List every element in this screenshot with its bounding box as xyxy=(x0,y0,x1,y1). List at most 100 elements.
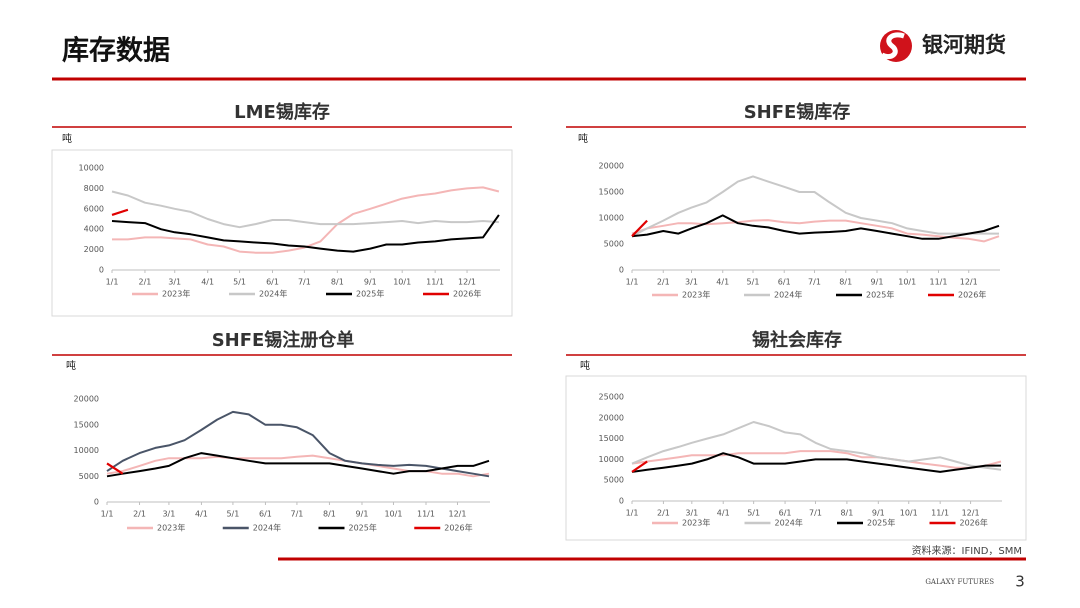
series-line xyxy=(631,214,1000,240)
x-tick-label: 11/1 xyxy=(426,278,444,287)
x-tick-label: 4/1 xyxy=(201,278,214,287)
x-tick-label: 4/1 xyxy=(195,510,208,519)
y-tick-label: 15000 xyxy=(74,420,99,429)
x-tick-label: 3/1 xyxy=(168,278,181,287)
x-tick-label: 12/1 xyxy=(962,509,980,518)
x-tick-label: 3/1 xyxy=(685,278,698,287)
series-line xyxy=(631,460,648,473)
x-tick-label: 9/1 xyxy=(871,278,884,287)
series-line xyxy=(111,190,499,229)
x-tick-label: 8/1 xyxy=(323,510,336,519)
x-tick-label: 8/1 xyxy=(331,278,344,287)
legend-label: 2025年 xyxy=(356,289,384,299)
x-tick-label: 2/1 xyxy=(657,509,670,518)
legend-label: 2024年 xyxy=(253,523,281,533)
y-tick-label: 15000 xyxy=(599,434,624,443)
legend-label: 2025年 xyxy=(866,290,894,300)
legend-label: 2023年 xyxy=(682,518,710,528)
y-tick-label: 25000 xyxy=(599,393,624,402)
unit-label: 吨 xyxy=(578,132,588,145)
series-line xyxy=(111,214,500,253)
brand: GALAXY FUTURES xyxy=(925,578,994,586)
y-tick-label: 5000 xyxy=(604,240,624,249)
x-tick-label: 6/1 xyxy=(259,510,272,519)
unit-label: 吨 xyxy=(66,359,76,372)
x-tick-label: 1/1 xyxy=(106,278,119,287)
y-tick-label: 0 xyxy=(94,498,99,507)
legend-label: 2026年 xyxy=(453,289,481,299)
unit-label: 吨 xyxy=(580,359,590,372)
x-tick-label: 7/1 xyxy=(298,278,311,287)
x-tick-label: 1/1 xyxy=(626,278,639,287)
chart-title: SHFE锡注册仓单 xyxy=(212,329,355,351)
unit-label: 吨 xyxy=(62,132,72,145)
x-tick-label: 2/1 xyxy=(133,510,146,519)
y-tick-label: 20000 xyxy=(599,413,624,422)
x-tick-label: 11/1 xyxy=(417,510,435,519)
x-tick-label: 12/1 xyxy=(960,278,978,287)
chart-title: 锡社会库存 xyxy=(752,329,842,351)
x-tick-label: 9/1 xyxy=(356,510,369,519)
x-tick-label: 9/1 xyxy=(364,278,377,287)
logo-icon xyxy=(880,30,912,62)
x-tick-label: 4/1 xyxy=(716,278,729,287)
panel-border xyxy=(565,375,1027,541)
x-tick-label: 3/1 xyxy=(685,509,698,518)
x-tick-label: 8/1 xyxy=(840,509,853,518)
x-tick-label: 11/1 xyxy=(930,278,948,287)
legend-label: 2026年 xyxy=(958,290,986,300)
x-tick-label: 7/1 xyxy=(809,509,822,518)
y-tick-label: 10000 xyxy=(599,214,624,223)
x-tick-label: 9/1 xyxy=(872,509,885,518)
y-tick-label: 10000 xyxy=(79,164,104,173)
y-tick-label: 8000 xyxy=(84,184,104,193)
legend-label: 2026年 xyxy=(960,518,988,528)
legend-label: 2023年 xyxy=(162,289,190,299)
series-line xyxy=(631,452,1001,473)
y-tick-label: 10000 xyxy=(599,455,624,464)
legend-label: 2026年 xyxy=(444,523,472,533)
x-tick-label: 6/1 xyxy=(779,509,792,518)
y-tick-label: 4000 xyxy=(84,225,104,234)
page-number: 3 xyxy=(1015,573,1025,591)
x-tick-label: 12/1 xyxy=(448,510,466,519)
panel-border xyxy=(51,149,513,317)
legend-label: 2025年 xyxy=(349,523,377,533)
y-tick-label: 6000 xyxy=(84,204,104,213)
y-tick-label: 5000 xyxy=(604,476,624,485)
x-tick-label: 7/1 xyxy=(808,278,821,287)
series-line xyxy=(106,410,490,478)
x-tick-label: 5/1 xyxy=(233,278,246,287)
y-tick-label: 2000 xyxy=(84,245,104,254)
x-tick-label: 4/1 xyxy=(717,509,730,518)
legend-label: 2023年 xyxy=(157,523,185,533)
chart-title: SHFE锡库存 xyxy=(744,101,851,123)
x-tick-label: 6/1 xyxy=(266,278,279,287)
x-tick-label: 11/1 xyxy=(931,509,949,518)
series-line xyxy=(106,462,124,475)
y-tick-label: 0 xyxy=(99,266,104,275)
series-line xyxy=(631,450,1002,469)
x-tick-label: 2/1 xyxy=(657,278,670,287)
x-tick-label: 1/1 xyxy=(101,510,114,519)
x-tick-label: 7/1 xyxy=(290,510,303,519)
x-tick-label: 10/1 xyxy=(384,510,402,519)
x-tick-label: 8/1 xyxy=(839,278,852,287)
legend-label: 2024年 xyxy=(774,290,802,300)
x-tick-label: 6/1 xyxy=(778,278,791,287)
legend-label: 2024年 xyxy=(775,518,803,528)
x-tick-label: 10/1 xyxy=(898,278,916,287)
legend-label: 2025年 xyxy=(867,518,895,528)
series-line xyxy=(631,175,999,238)
series-line xyxy=(631,219,1000,243)
series-line xyxy=(631,421,1002,471)
y-tick-label: 5000 xyxy=(79,472,99,481)
x-tick-label: 12/1 xyxy=(458,278,476,287)
page-title: 库存数据 xyxy=(62,36,170,67)
y-tick-label: 0 xyxy=(619,497,624,506)
x-tick-label: 10/1 xyxy=(900,509,918,518)
series-line xyxy=(111,208,129,216)
series-line xyxy=(631,219,648,237)
